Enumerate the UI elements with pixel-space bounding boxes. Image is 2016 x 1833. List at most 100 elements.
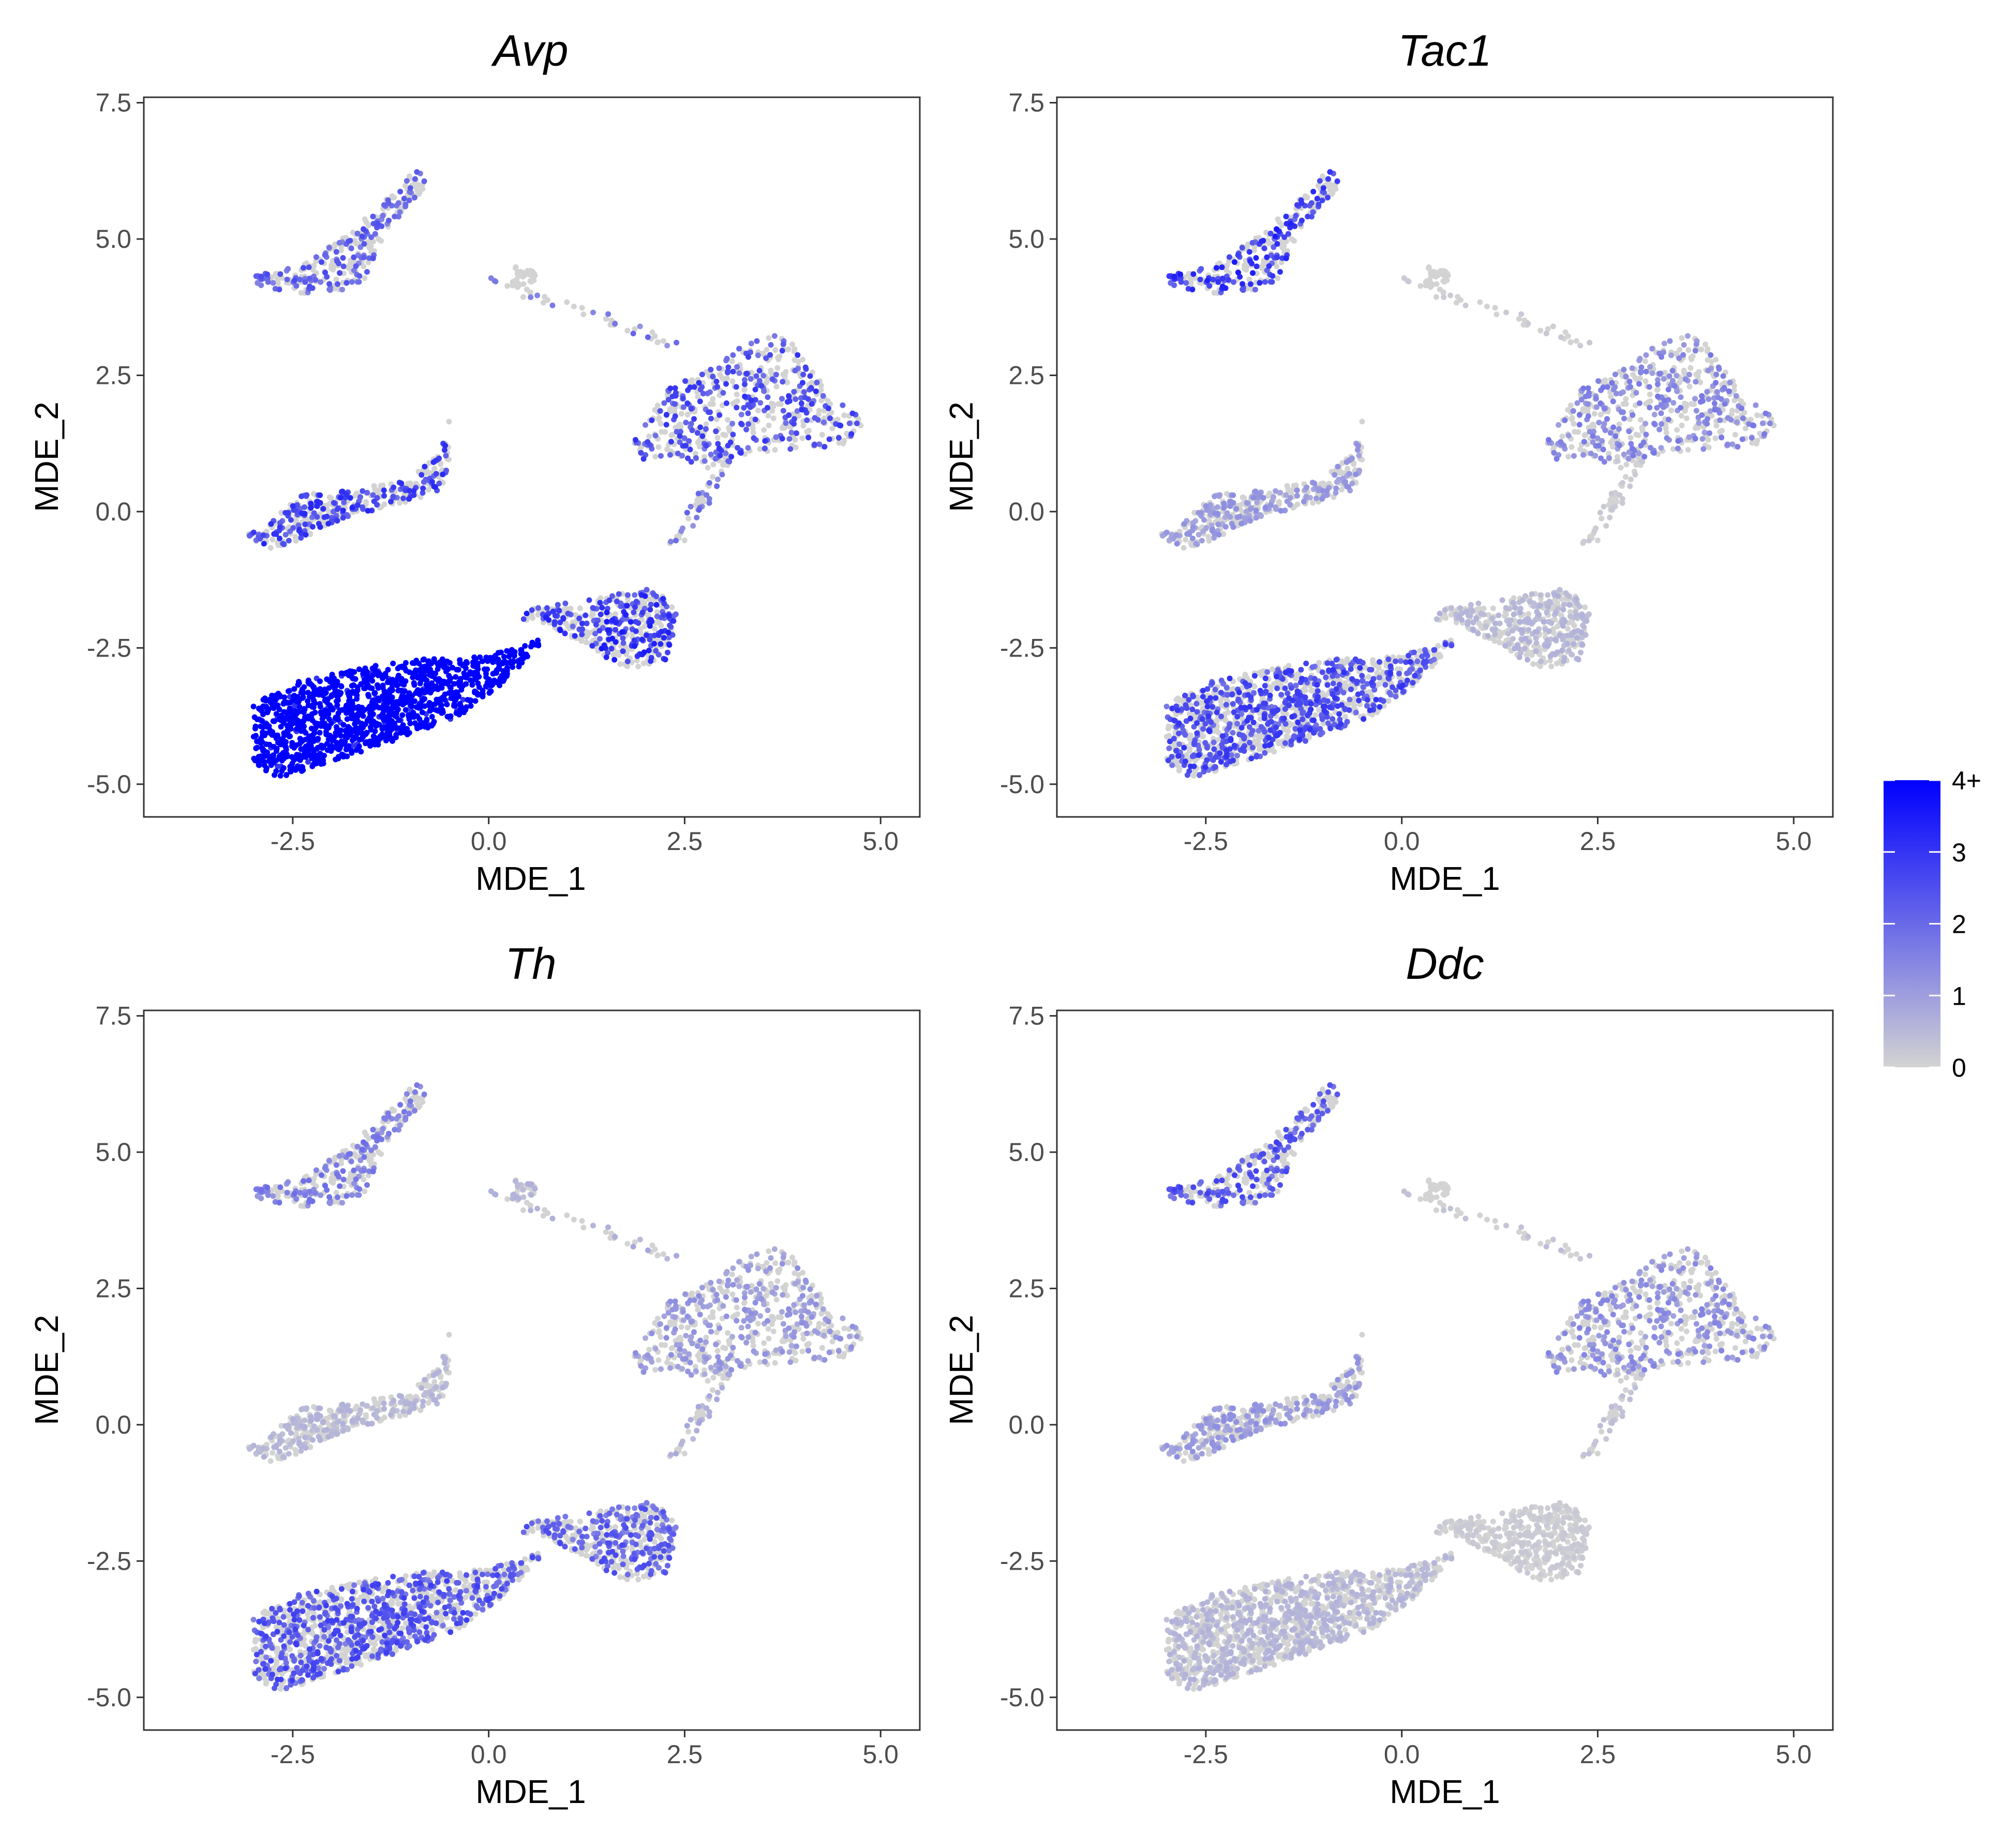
cell-point <box>485 658 491 664</box>
cell-point <box>1477 299 1483 305</box>
cell-point <box>1469 607 1475 614</box>
cell-point <box>295 719 301 725</box>
cell-point <box>319 745 325 751</box>
cell-point <box>1582 604 1588 610</box>
cell-point <box>400 495 406 501</box>
cell-point <box>301 265 306 271</box>
cell-point <box>380 715 386 721</box>
cell-point <box>424 686 430 692</box>
cell-point <box>402 678 409 684</box>
cell-point <box>1754 412 1760 419</box>
cell-point <box>694 430 700 436</box>
cell-point <box>799 435 805 441</box>
cell-point <box>714 435 721 441</box>
cell-point <box>1566 593 1572 600</box>
cell-point <box>1686 383 1693 390</box>
cell-point <box>285 729 291 736</box>
cell-point <box>815 416 821 423</box>
cell-point <box>734 398 740 404</box>
cell-point <box>762 438 768 444</box>
cell-point <box>667 452 673 458</box>
cell-point <box>431 683 438 690</box>
cell-point <box>1571 622 1577 629</box>
cell-point <box>615 649 621 655</box>
cell-point <box>750 425 756 431</box>
cell-point <box>726 428 733 434</box>
cell-point <box>1538 592 1544 598</box>
cell-point <box>334 714 340 721</box>
cell-point <box>421 178 427 184</box>
cell-point <box>1678 413 1684 419</box>
cell-point <box>1526 611 1532 617</box>
cell-point <box>311 752 318 758</box>
cell-point <box>826 436 832 442</box>
cell-point <box>336 728 342 734</box>
cell-point <box>814 379 820 385</box>
cell-point <box>313 254 319 260</box>
cell-point <box>1705 437 1711 443</box>
cell-point <box>730 431 736 438</box>
cell-point <box>648 658 654 664</box>
cell-point <box>633 437 638 443</box>
cell-point <box>312 277 319 283</box>
cell-point <box>770 415 776 421</box>
cell-point <box>373 735 379 741</box>
cell-point <box>767 352 773 358</box>
cell-point <box>1564 640 1571 647</box>
cell-point <box>577 605 583 612</box>
cell-point <box>1489 615 1496 621</box>
cell-point <box>324 741 330 747</box>
cell-point <box>290 525 296 531</box>
cell-point <box>369 678 376 684</box>
cell-point <box>263 767 269 773</box>
cell-point <box>675 423 681 429</box>
cell-point <box>390 700 396 706</box>
cell-point <box>308 505 314 511</box>
cell-point <box>1591 411 1597 417</box>
cell-point <box>360 488 366 494</box>
cell-point <box>661 612 667 618</box>
cell-point <box>488 275 494 281</box>
cell-point <box>743 370 750 377</box>
cell-point <box>800 356 806 363</box>
cell-point <box>662 657 668 663</box>
cell-point <box>792 416 797 422</box>
cell-point <box>805 396 811 402</box>
cell-point <box>1638 417 1644 423</box>
cell-point <box>408 701 414 707</box>
cell-point <box>638 450 644 456</box>
cell-point <box>1506 621 1512 628</box>
cell-point <box>426 460 432 466</box>
cell-point <box>339 751 345 757</box>
y-tick-label: 2.5 <box>95 361 131 390</box>
cell-point <box>623 612 629 618</box>
cell-point <box>730 352 736 358</box>
cell-point <box>745 354 752 360</box>
cell-point <box>748 376 754 382</box>
cell-point <box>400 702 406 708</box>
cell-point <box>657 408 663 414</box>
cell-point <box>1475 631 1481 636</box>
cell-point <box>1566 602 1573 608</box>
cell-point <box>454 666 460 673</box>
cell-point <box>1447 292 1454 299</box>
cell-point <box>1463 608 1469 615</box>
cell-point <box>1302 685 1308 691</box>
cell-point <box>666 642 673 648</box>
cell-point <box>258 707 264 713</box>
cell-point <box>414 187 420 193</box>
cell-point <box>281 755 287 762</box>
cell-point <box>800 380 805 386</box>
cell-point <box>630 331 636 337</box>
cell-point <box>653 602 660 608</box>
cell-point <box>1668 407 1674 413</box>
cell-point <box>1573 338 1579 344</box>
cell-point <box>453 674 459 680</box>
cell-point <box>1642 378 1649 384</box>
cell-point <box>1433 294 1439 300</box>
cell-point <box>800 423 807 429</box>
cell-point <box>326 287 333 292</box>
cell-point <box>464 660 470 666</box>
cell-point <box>1599 515 1605 521</box>
cell-point <box>1522 635 1529 642</box>
